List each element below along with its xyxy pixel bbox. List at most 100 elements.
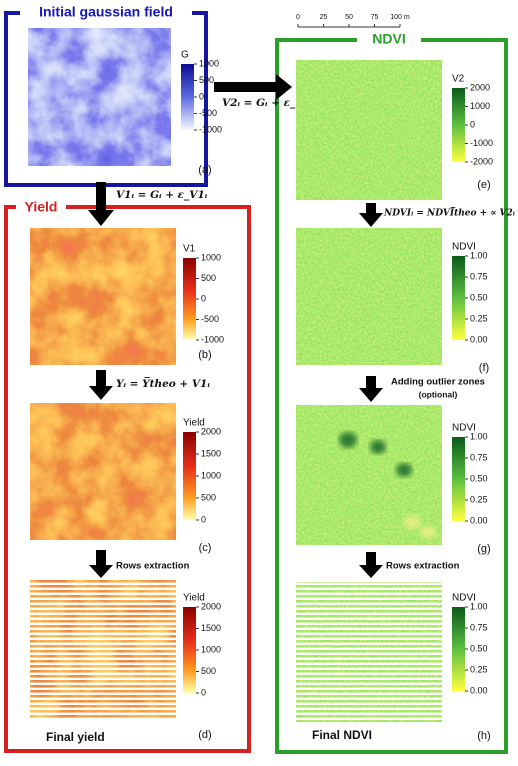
colorbar-title: G	[181, 50, 189, 61]
colorbar-label: 0.75	[470, 622, 488, 632]
scale-label: 25	[320, 14, 328, 21]
outlier-zone	[420, 526, 436, 538]
formula-yield: Yᵢ = Y̅theo + V1ᵢ	[116, 376, 210, 390]
colorbar-label: 0.75	[470, 271, 488, 281]
colorbar	[183, 432, 196, 520]
panel-letter: (e)	[477, 179, 490, 191]
colorbar-label: 1.00	[470, 431, 488, 441]
colorbar-label: 500	[201, 492, 216, 502]
colorbar-title: NDVI	[452, 423, 476, 434]
colorbar-label: 0.25	[470, 313, 488, 323]
final-yield: Final yield	[46, 730, 105, 744]
panel-letter: (f)	[479, 362, 489, 374]
colorbar-label: 1000	[201, 252, 221, 262]
colorbar-label: 500	[201, 666, 216, 676]
rows-extraction: Rows extraction	[116, 561, 190, 572]
field-map	[30, 403, 176, 540]
colorbar-title: Yield	[183, 593, 205, 604]
colorbar-label: 1.00	[470, 250, 488, 260]
initial-title: Initial gaussian field	[39, 4, 173, 20]
colorbar-label: 2000	[201, 426, 221, 436]
colorbar-label: 0	[201, 514, 206, 524]
scale-label: 100 m	[390, 14, 410, 21]
colorbar-label: 2000	[201, 601, 221, 611]
colorbar-label: 0.50	[470, 643, 488, 653]
field-map	[30, 228, 176, 365]
outlier-zone	[339, 432, 357, 448]
field-texture	[296, 582, 442, 722]
colorbar-label: 500	[201, 273, 216, 283]
colorbar-title: V1	[183, 244, 196, 255]
colorbar-label: 1500	[201, 623, 221, 633]
title-bg	[20, 3, 192, 23]
title-bg	[16, 199, 66, 217]
colorbar	[181, 64, 194, 130]
formula-v1: V1ᵢ = Gᵢ + ε_V1ᵢ	[116, 189, 208, 202]
ndvi-title: NDVI	[372, 31, 405, 47]
panel-letter: (a)	[198, 164, 211, 176]
colorbar-label: 1500	[201, 448, 221, 458]
colorbar-label: 1000	[201, 644, 221, 654]
colorbar-label: 0.00	[470, 334, 488, 344]
field-texture	[30, 403, 176, 540]
colorbar-label: 0.50	[470, 473, 488, 483]
colorbar-label: 0.25	[470, 664, 488, 674]
colorbar	[452, 437, 465, 521]
colorbar	[452, 256, 465, 340]
field-map	[30, 580, 176, 720]
colorbar	[183, 607, 196, 693]
field-texture	[296, 405, 442, 545]
colorbar-label: 0.25	[470, 494, 488, 504]
colorbar-title: Yield	[183, 418, 205, 429]
outlier-zone	[370, 440, 386, 454]
colorbar-label: -500	[199, 108, 217, 118]
colorbar-label: 1000	[201, 470, 221, 480]
colorbar-title: NDVI	[452, 242, 476, 253]
formula-ndvi: NDVIᵢ = NDVI̅theo + ∝ V2ᵢ	[383, 207, 515, 219]
colorbar-label: 500	[199, 75, 214, 85]
colorbar-label: 1000	[199, 58, 219, 68]
final-ndvi: Final NDVI	[312, 728, 372, 742]
field-map	[28, 28, 171, 166]
title-bg	[357, 31, 421, 49]
field-texture	[296, 228, 442, 365]
field-map	[296, 582, 442, 722]
colorbar-label: 0	[201, 687, 206, 697]
outlier-zone	[396, 463, 412, 477]
colorbar-label: 0	[199, 91, 204, 101]
colorbar-label: -2000	[470, 156, 493, 166]
colorbar-label: 2000	[470, 82, 490, 92]
field-texture	[28, 28, 171, 166]
colorbar-title: NDVI	[452, 593, 476, 604]
colorbar-title: V2	[452, 74, 465, 85]
scale-label: 0	[296, 14, 300, 21]
field-texture	[30, 228, 176, 365]
colorbar	[183, 258, 196, 340]
scale-label: 75	[371, 14, 379, 21]
colorbar-label: -500	[201, 314, 219, 324]
yield-box	[4, 205, 251, 753]
panel-letter: (h)	[477, 730, 490, 742]
panel-letter: (c)	[199, 542, 212, 554]
panel-letter: (b)	[198, 349, 211, 361]
colorbar-label: -1000	[470, 138, 493, 148]
colorbar-label: 0.75	[470, 452, 488, 462]
colorbar-label: 1000	[470, 101, 490, 111]
colorbar-label: -1000	[201, 334, 224, 344]
colorbar-label: -1000	[199, 124, 222, 134]
outlier-zone	[404, 515, 420, 529]
field-map	[296, 60, 442, 200]
colorbar-label: 1.00	[470, 601, 488, 611]
colorbar-label: 0.00	[470, 515, 488, 525]
scale-label: 50	[345, 14, 353, 21]
colorbar-label: 0.50	[470, 292, 488, 302]
outlier-step: Adding outlier zones	[391, 377, 485, 388]
colorbar	[452, 88, 465, 162]
colorbar	[452, 607, 465, 691]
colorbar-label: 0.00	[470, 685, 488, 695]
field-texture	[30, 580, 176, 720]
optional-note: (optional)	[419, 389, 458, 399]
arrows	[88, 74, 383, 578]
panel-letter: (d)	[198, 729, 211, 741]
